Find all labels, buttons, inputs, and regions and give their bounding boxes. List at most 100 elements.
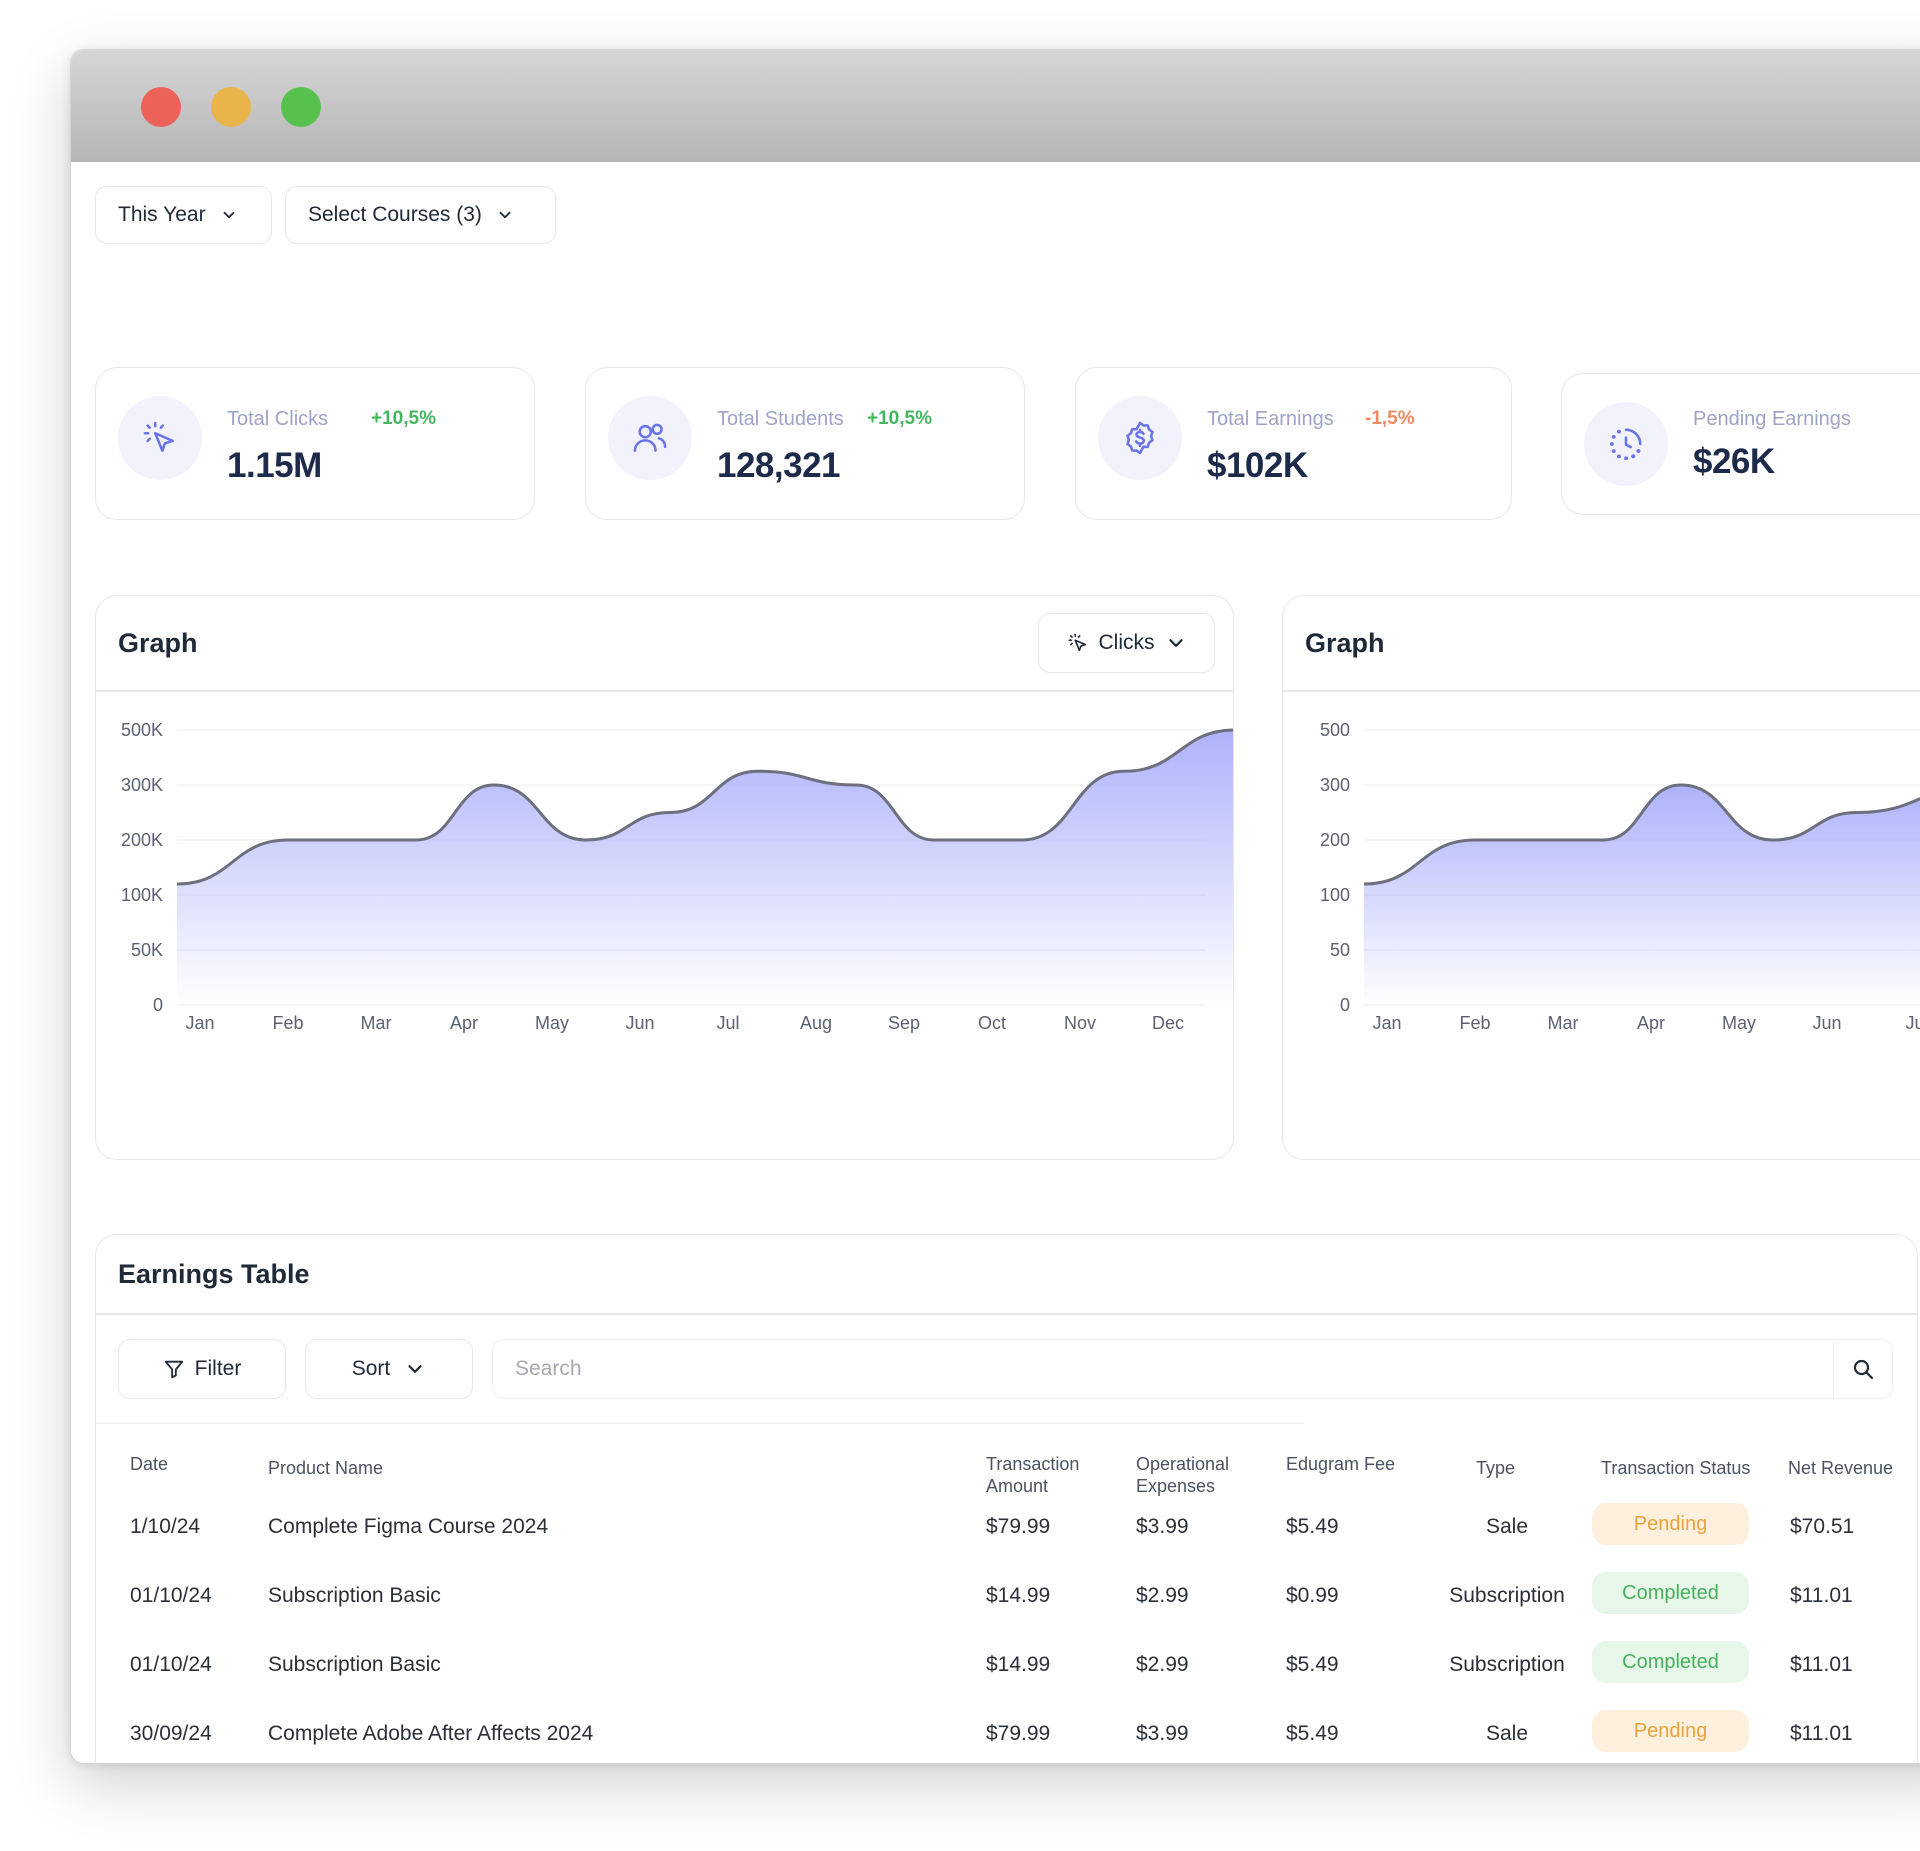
stat-delta: -1,5% xyxy=(1365,408,1415,429)
stat-value: $102K xyxy=(1207,446,1308,485)
cell-type: Subscription xyxy=(1449,1584,1565,1607)
metric-dropdown-label: Clicks xyxy=(1098,631,1155,654)
sort-button-label: Sort xyxy=(351,1357,391,1380)
area-fill xyxy=(1364,785,1920,1005)
filter-button-label: Filter xyxy=(194,1357,242,1380)
graph-title: Graph xyxy=(1305,628,1385,658)
chevron-down-icon xyxy=(499,211,511,219)
cell-product: Complete Adobe After Affects 2024 xyxy=(268,1722,594,1745)
cell-product: Complete Figma Course 2024 xyxy=(268,1515,549,1538)
column-header-expenses: Operational Expenses xyxy=(1136,1453,1229,1497)
x-tick-label: Oct xyxy=(978,1013,1006,1033)
graph-panel-secondary: Graph 500 300 200 100 50 0 Jan Feb Mar Apr May Jun J… xyxy=(1282,595,1920,1160)
dashboard-content: This Year Select Courses (3) Total Click… xyxy=(71,162,1920,1763)
cell-type: Sale xyxy=(1485,1722,1529,1745)
cell-date: 1/10/24 xyxy=(130,1515,201,1538)
clicks-area-chart: 500K 300K 200K 100K 50K 0 Jan Feb Mar Apr May Jun Ju… xyxy=(121,720,1233,1033)
cell-fee: $5.49 xyxy=(1286,1515,1339,1538)
x-tick-label: Mar xyxy=(1548,1013,1579,1033)
courses-dropdown[interactable]: Select Courses (3) xyxy=(285,186,556,244)
y-tick-label: 0 xyxy=(153,995,163,1015)
stat-label: Total Earnings xyxy=(1207,408,1334,430)
period-dropdown[interactable]: This Year xyxy=(95,186,272,244)
stat-label: Pending Earnings xyxy=(1693,408,1851,430)
x-tick-label: Jan xyxy=(185,1013,214,1033)
x-tick-label: Aug xyxy=(800,1013,832,1033)
x-tick-label: Nov xyxy=(1064,1013,1096,1033)
panel-divider xyxy=(96,1313,1917,1315)
app-window: This Year Select Courses (3) Total Click… xyxy=(70,49,1920,1764)
stat-label: Total Students xyxy=(717,408,844,430)
stat-delta: +10,5% xyxy=(371,408,436,429)
cell-expenses: $3.99 xyxy=(1136,1515,1189,1538)
column-header-type: Type xyxy=(1476,1458,1516,1478)
cell-fee: $5.49 xyxy=(1286,1653,1339,1676)
cell-fee: $0.99 xyxy=(1286,1584,1339,1607)
cell-amount: $79.99 xyxy=(986,1722,1051,1745)
cell-amount: $14.99 xyxy=(986,1584,1051,1607)
chevron-down-icon xyxy=(408,1365,422,1373)
column-header-amount-line2: Amount xyxy=(986,1476,1049,1496)
x-tick-label: Jul xyxy=(716,1013,739,1033)
cell-date: 30/09/24 xyxy=(130,1722,212,1745)
filter-button[interactable]: Filter xyxy=(118,1339,286,1399)
column-header-fee: Edugram Fee xyxy=(1286,1454,1396,1474)
stat-delta: +10,5% xyxy=(867,408,932,429)
secondary-area-chart: 500300200100500JanFebMarAprMayJunJu xyxy=(1320,720,1920,1033)
cell-net: $11.01 xyxy=(1790,1584,1853,1607)
search-button[interactable] xyxy=(1833,1339,1893,1399)
column-header-expenses-line1: Operational xyxy=(1136,1454,1230,1474)
maximize-window-button[interactable] xyxy=(281,87,321,127)
table-title: Earnings Table xyxy=(118,1259,310,1289)
chevron-down-icon xyxy=(223,211,234,219)
stat-card-total-clicks: Total Clicks +10,5% 1.15M xyxy=(95,367,535,520)
status-badge: Completed xyxy=(1592,1641,1749,1683)
cell-expenses: $2.99 xyxy=(1136,1584,1189,1607)
y-tick-label: 300 xyxy=(1320,775,1350,795)
x-tick-label: Jan xyxy=(1372,1013,1401,1033)
column-header-amount: Transaction Amount xyxy=(986,1453,1079,1497)
minimize-window-button[interactable] xyxy=(211,87,251,127)
panel-divider xyxy=(1283,690,1920,692)
stat-card-total-earnings: Total Earnings -1,5% $102K xyxy=(1075,367,1512,520)
area-fill xyxy=(177,730,1233,1005)
cell-type: Subscription xyxy=(1449,1653,1565,1676)
y-tick-label: 500K xyxy=(121,720,163,740)
x-tick-label: Apr xyxy=(1637,1013,1665,1033)
cursor-click-icon xyxy=(1067,633,1086,652)
pending-clock-icon xyxy=(1584,402,1668,486)
status-badge: Completed xyxy=(1592,1572,1749,1614)
close-window-button[interactable] xyxy=(141,87,181,127)
cell-expenses: $3.99 xyxy=(1136,1722,1189,1745)
column-header-status: Transaction Status xyxy=(1601,1458,1751,1478)
x-tick-label: Apr xyxy=(450,1013,478,1033)
x-tick-label: Jun xyxy=(625,1013,654,1033)
toolbar-separator xyxy=(96,1423,1304,1424)
courses-dropdown-label: Select Courses (3) xyxy=(308,203,482,226)
panel-divider xyxy=(96,690,1233,692)
column-header-date: Date xyxy=(130,1454,169,1474)
y-tick-label: 300K xyxy=(121,775,163,795)
y-tick-label: 200K xyxy=(121,830,163,850)
stat-card-pending-earnings: Pending Earnings $26K xyxy=(1561,373,1920,515)
dollar-badge-icon xyxy=(1098,396,1182,480)
search-input[interactable] xyxy=(492,1339,1834,1399)
y-tick-label: 50K xyxy=(131,940,163,960)
x-tick-label: Sep xyxy=(888,1013,920,1033)
graph-title: Graph xyxy=(118,628,198,658)
status-badge: Pending xyxy=(1592,1710,1749,1752)
cell-amount: $14.99 xyxy=(986,1653,1051,1676)
cell-net: $70.51 xyxy=(1790,1515,1855,1538)
stat-value: 128,321 xyxy=(717,446,841,485)
earnings-table-panel: Earnings Table Filter Sort Date Product … xyxy=(95,1234,1918,1763)
cell-product: Subscription Basic xyxy=(268,1584,441,1607)
column-header-amount-line1: Transaction xyxy=(986,1454,1080,1474)
sort-button[interactable]: Sort xyxy=(305,1339,473,1399)
cell-expenses: $2.99 xyxy=(1136,1653,1189,1676)
x-tick-label: Dec xyxy=(1152,1013,1184,1033)
chevron-down-icon xyxy=(1168,639,1183,647)
window-titlebar xyxy=(71,50,1920,162)
metric-dropdown[interactable]: Clicks xyxy=(1038,613,1215,673)
column-header-expenses-line2: Expenses xyxy=(1136,1476,1216,1496)
stat-label: Total Clicks xyxy=(227,408,329,430)
